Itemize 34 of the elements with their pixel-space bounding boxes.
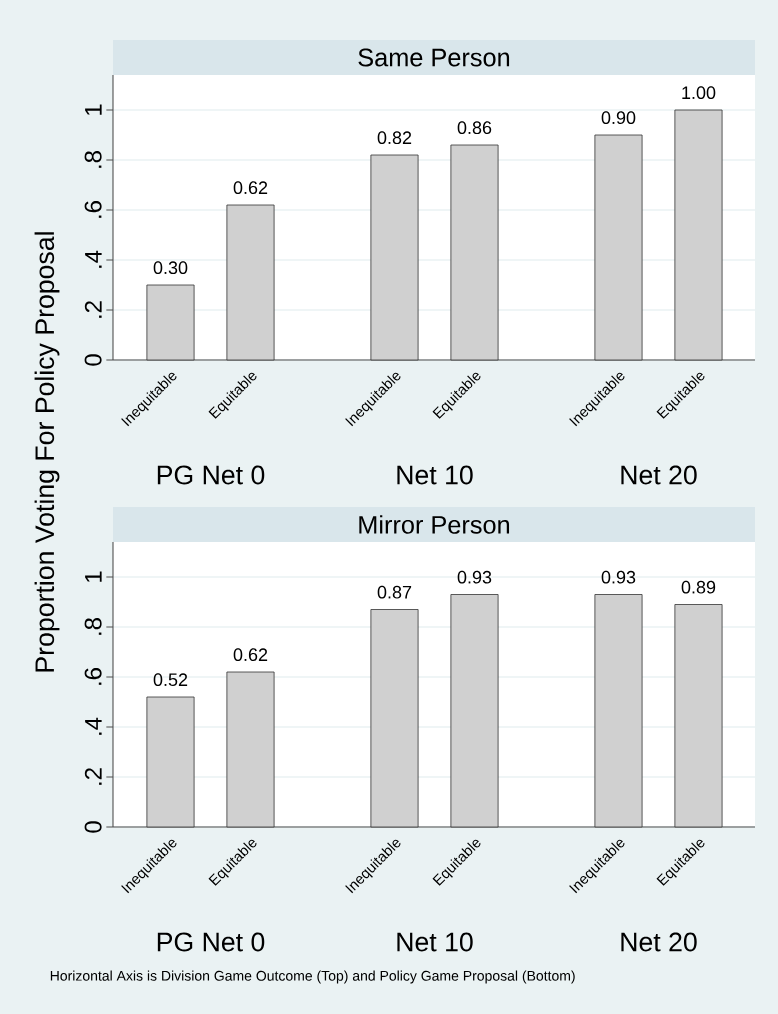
y-tick-label: .6 (84, 668, 102, 685)
data-label: 0.87 (377, 585, 412, 599)
data-label: 0.52 (153, 673, 188, 687)
text: Net 10 (397, 932, 473, 952)
chart-title: Mirror Person (359, 515, 510, 534)
data-label: 0.82 (377, 131, 412, 145)
data-label: 0.30 (153, 261, 188, 275)
data-label: 0.62 (233, 181, 268, 195)
y-axis-title: Proportion Voting For Policy Proposal (34, 232, 60, 672)
text: PG Net 0 (157, 465, 265, 485)
y-tick-label: .2 (84, 301, 102, 318)
data-label: 0.90 (601, 111, 636, 125)
y-tick-label: 0 (84, 354, 102, 366)
y-tick-label: .4 (85, 250, 102, 268)
text: Horizontal Axis is Division Game Outcome (Top) and Policy Game Proposal (Bottom) (50, 970, 575, 984)
text: Net 20 (621, 465, 697, 485)
data-label: 1.00 (682, 86, 716, 100)
data-label: 0.86 (457, 121, 492, 135)
y-tick-label: .4 (85, 717, 102, 735)
y-tick-label: 1 (85, 571, 102, 582)
data-label: 0.93 (601, 570, 636, 584)
y-tick-label: 1 (85, 104, 102, 115)
y-tick-label: .8 (84, 151, 102, 168)
data-label: 0.93 (457, 570, 492, 584)
y-tick-label: .2 (84, 768, 102, 785)
text: Net 10 (397, 465, 473, 485)
y-tick-label: 0 (84, 821, 102, 833)
chart-title: Same Person (358, 48, 510, 67)
y-tick-label: .6 (84, 201, 102, 218)
data-label: 0.62 (233, 648, 268, 662)
text: PG Net 0 (157, 932, 265, 952)
data-label: 0.89 (681, 580, 716, 594)
y-tick-label: .8 (84, 618, 102, 635)
text: Net 20 (621, 932, 697, 952)
